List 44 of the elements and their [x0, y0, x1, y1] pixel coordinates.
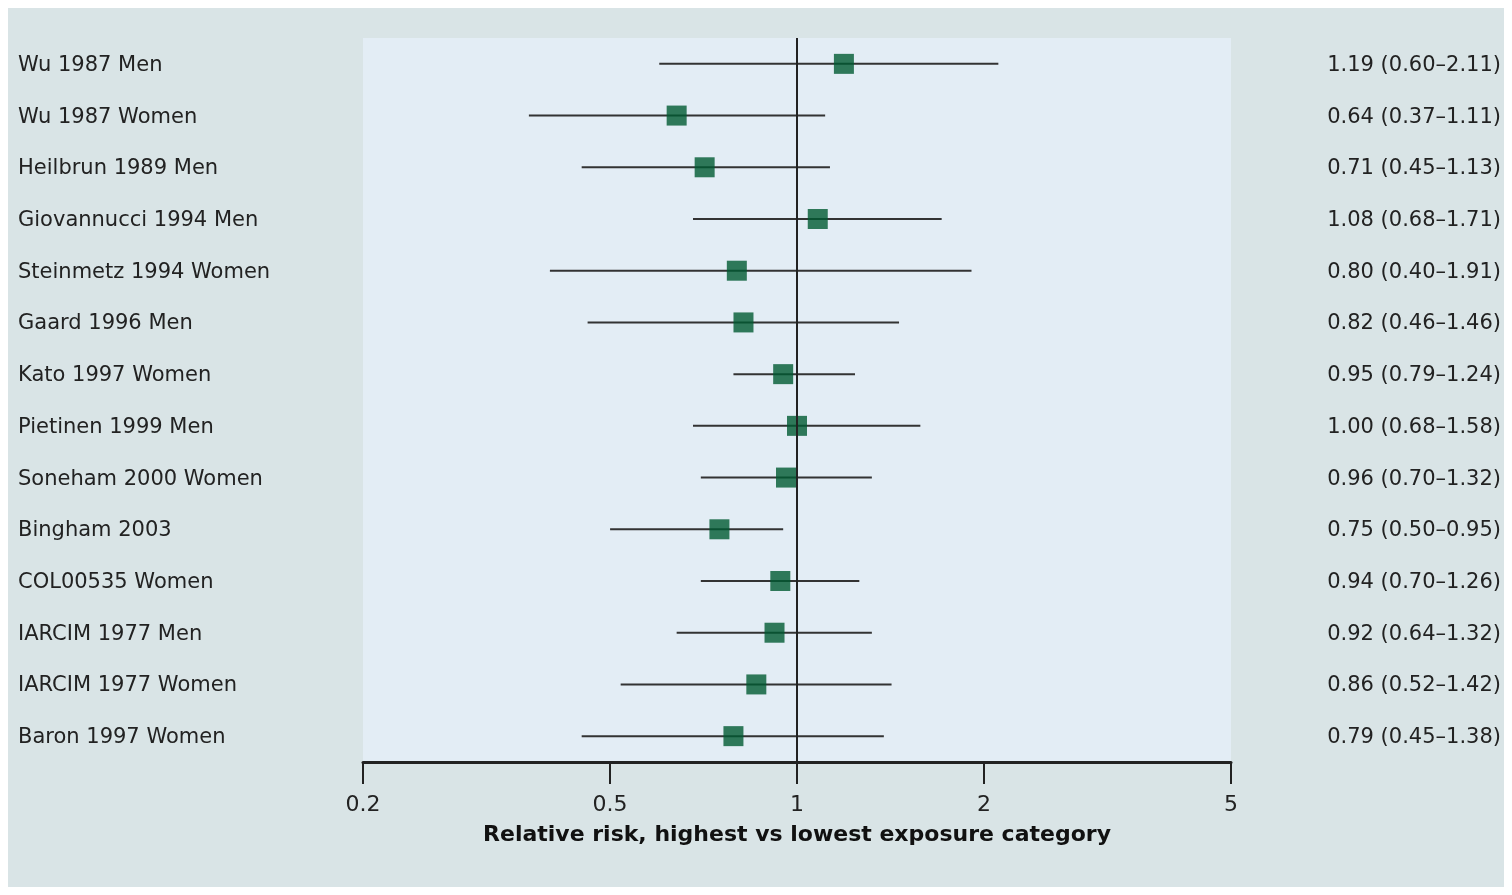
point	[770, 571, 791, 591]
point	[764, 622, 785, 643]
data-label: 0.94 (0.70–1.26)	[1327, 569, 1501, 593]
x-tick-label: 1	[790, 790, 804, 816]
data-label: 0.96 (0.70–1.32)	[1327, 465, 1501, 490]
x-tick-label: 0.5	[592, 790, 628, 816]
data-label: 0.92 (0.64–1.32)	[1327, 620, 1501, 645]
point	[726, 260, 747, 281]
y-tick-label: Baron 1997 Women	[18, 724, 226, 749]
y-tick-label: IARCIM 1977 Men	[18, 620, 203, 645]
data-label: 0.82 (0.46–1.46)	[1327, 310, 1501, 335]
y-tick-label: Bingham 2003	[18, 517, 172, 542]
point	[733, 312, 754, 333]
data-label: 0.64 (0.37–1.11)	[1327, 103, 1501, 128]
data-label: 0.86 (0.52–1.42)	[1327, 672, 1501, 697]
data-label: 0.71 (0.45–1.13)	[1327, 155, 1501, 180]
data-label: 0.75 (0.50–0.95)	[1327, 517, 1501, 542]
y-tick-label: Heilbrun 1989 Men	[18, 155, 219, 180]
x-axis-title: Relative risk, highest vs lowest exposure category	[483, 820, 1111, 846]
data-label: 0.80 (0.40–1.91)	[1327, 258, 1501, 283]
y-tick-label: Steinmetz 1994 Women	[18, 258, 271, 283]
y-tick-label: Pietinen 1999 Men	[18, 413, 214, 438]
data-label: 1.00 (0.68–1.58)	[1327, 413, 1501, 438]
y-tick-label: IARCIM 1977 Women	[18, 672, 237, 697]
x-tick-label: 0.2	[345, 790, 381, 816]
data-label: 0.95 (0.79–1.24)	[1327, 362, 1501, 387]
x-tick-label: 2	[976, 790, 991, 816]
y-tick-label: COL00535 Women	[18, 569, 214, 593]
y-tick-label: Gaard 1996 Men	[18, 310, 193, 335]
y-tick-label: Wu 1987 Men	[18, 51, 163, 76]
point	[723, 726, 744, 747]
y-tick-label: Wu 1987 Women	[18, 103, 198, 128]
point	[773, 364, 794, 385]
point	[775, 467, 796, 488]
y-tick-label: Soneham 2000 Women	[18, 465, 263, 490]
y-tick-label: Kato 1997 Women	[18, 362, 212, 387]
point	[787, 415, 807, 436]
data-label: 1.08 (0.68–1.71)	[1327, 207, 1501, 231]
point	[746, 674, 767, 695]
y-tick-label: Giovannucci 1994 Men	[18, 207, 259, 231]
point	[709, 519, 730, 540]
data-label: 0.79 (0.45–1.38)	[1327, 724, 1501, 749]
data-label: 1.19 (0.60–2.11)	[1327, 51, 1501, 76]
x-tick-label: 5	[1224, 790, 1238, 816]
